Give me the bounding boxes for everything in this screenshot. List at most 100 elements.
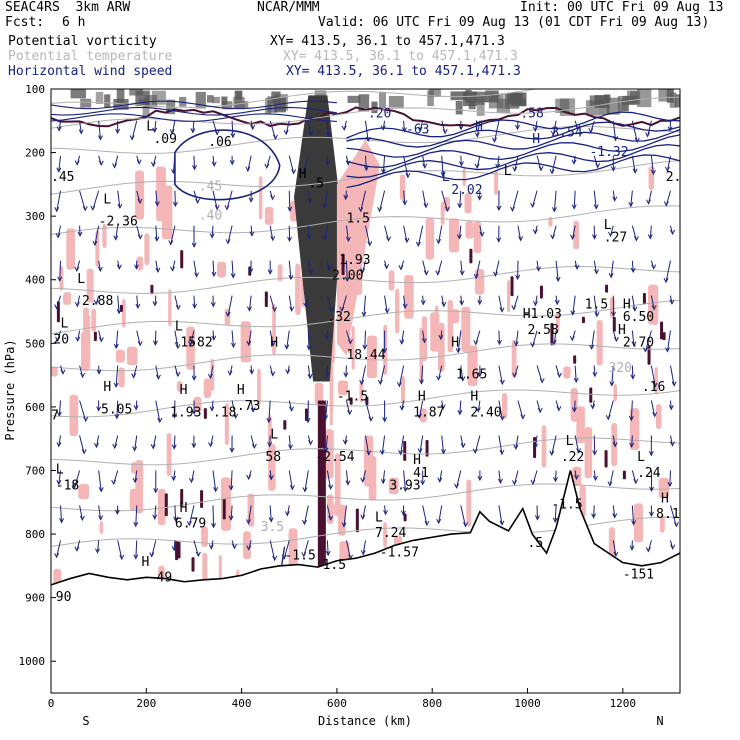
wind-vector-head (229, 447, 235, 453)
wind-vector (212, 330, 215, 340)
wind-vector (422, 505, 428, 526)
wind-vector-head (630, 374, 636, 380)
wind-vector (135, 540, 138, 559)
wind-vector (362, 540, 366, 555)
wind-vector (155, 365, 159, 379)
wind-vector-head (249, 369, 255, 375)
wind-vector-head (477, 371, 483, 378)
wind-vector (154, 120, 157, 132)
contour-label: 5.05 (101, 402, 132, 417)
wind-vector (324, 190, 328, 209)
wind-vector-head (323, 415, 329, 421)
wind-vector-head (77, 231, 83, 237)
wind-vector-head (59, 518, 65, 524)
wind-vector (554, 470, 557, 482)
wind-vector (117, 540, 123, 560)
wind-vector-head (154, 201, 160, 207)
wind-vector-head (362, 344, 368, 350)
wind-vector (631, 295, 636, 311)
wind-vector (631, 155, 636, 173)
wind-vector-head (133, 405, 139, 411)
wind-vector-head (328, 515, 334, 522)
wind-vector-head (131, 373, 137, 379)
pv-patch (69, 394, 79, 437)
wind-vector (422, 190, 427, 208)
wind-vector-head (228, 485, 234, 491)
wind-vector (269, 295, 276, 312)
pv-patch (314, 382, 324, 406)
wind-vector (95, 435, 100, 448)
wind-vector-head (418, 379, 424, 385)
pv-negative-patch (612, 316, 616, 332)
wind-vector-head (513, 341, 519, 347)
wind-vector (79, 400, 87, 422)
wind-vector (572, 225, 576, 239)
wind-vector-head (116, 264, 122, 270)
wind-vector-head (343, 194, 349, 201)
wind-vector (593, 190, 597, 209)
contour-label: 58 (265, 450, 281, 465)
wind-vector (58, 435, 62, 447)
wind-vector (212, 505, 215, 528)
jet-contour (174, 129, 281, 201)
wind-vector (365, 155, 367, 171)
wind-vector-head (169, 129, 175, 135)
upper-pv-patch (347, 95, 361, 103)
contour-label: 2.70 (623, 335, 654, 350)
wind-vector (593, 505, 595, 518)
theta-contours (51, 89, 680, 548)
wind-vector-head (246, 545, 252, 551)
pv-patch (99, 521, 104, 535)
contour-label: -15 (173, 335, 196, 350)
wind-vector-head (515, 124, 520, 131)
theta-contour (51, 126, 680, 154)
jet-contour (346, 121, 680, 148)
contour-label: .40 (199, 208, 222, 223)
pv-negative-patch (550, 323, 554, 346)
x-tick-label: 1200 (610, 697, 637, 710)
pv-patch (168, 289, 172, 327)
wind-vector (307, 365, 311, 379)
pv-patch (136, 256, 144, 271)
pv-patch (135, 170, 145, 220)
wind-vector-head (368, 416, 374, 422)
pv-patch (613, 383, 618, 402)
wind-vector (152, 435, 157, 449)
pv-negative-patch (150, 284, 154, 295)
wind-vector-head (532, 443, 538, 450)
wind-vector-head (498, 478, 503, 485)
wind-vector-head (270, 235, 276, 242)
wind-vector-head (137, 198, 143, 205)
contour-label: H (661, 491, 669, 506)
wind-vector-head (229, 160, 235, 166)
wind-vector-head (495, 163, 501, 169)
wind-vector (193, 295, 196, 308)
wind-vector (365, 400, 372, 421)
wind-vector-head (473, 340, 479, 346)
pv-patch (334, 453, 341, 506)
wind-vector-head (365, 136, 371, 143)
wind-vector-head (347, 409, 353, 416)
wind-vector-head (301, 552, 307, 558)
contour-label: 2.8 (666, 170, 689, 185)
wind-vector-head (384, 308, 390, 314)
wind-vector (551, 435, 557, 455)
upper-pv-patch (621, 99, 628, 111)
plot-frame (50, 88, 681, 694)
contour-label: L (637, 450, 645, 465)
wind-vector-head (322, 203, 328, 210)
pv-patch (395, 288, 400, 334)
wind-vector-head (360, 477, 366, 483)
wind-vector-head (463, 522, 468, 528)
pv-patch (388, 477, 399, 495)
wind-vector (288, 155, 295, 174)
contour-label: L (103, 192, 111, 207)
wind-vector-head (532, 301, 538, 307)
upper-pv-patch (142, 101, 150, 118)
upper-pv-patch (70, 89, 86, 99)
wind-vector-head (264, 163, 270, 170)
x-tick-label: 200 (136, 697, 156, 710)
wind-vector-head (60, 369, 66, 375)
contour-label: H (418, 390, 426, 405)
wind-vector (345, 190, 347, 200)
